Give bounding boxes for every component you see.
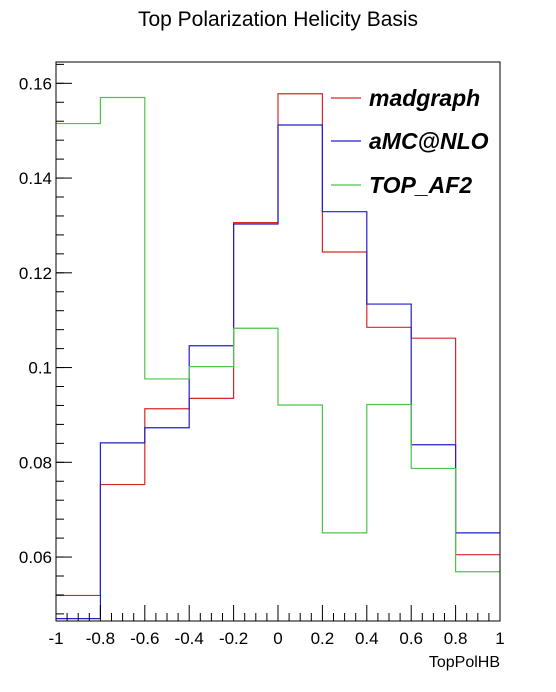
x-tick-label: -0.6 — [130, 629, 159, 648]
x-tick-label: 1 — [495, 629, 504, 648]
x-tick-label: -1 — [48, 629, 63, 648]
legend-label: aMC@NLO — [369, 128, 489, 154]
x-tick-label: 0.6 — [399, 629, 423, 648]
series-line-top-af2 — [56, 96, 500, 573]
y-tick-label: 0.08 — [19, 453, 52, 472]
series-layer — [56, 93, 500, 620]
axis-layer: -1 -0.8 -0.6 -0.4 -0.2 0 0.2 0.4 0.6 0.8 1 0.06 0.08… — [19, 63, 505, 648]
x-tick-label: -0.8 — [86, 629, 115, 648]
legend-label: madgraph — [369, 85, 480, 111]
x-tick-label: 0 — [273, 629, 282, 648]
y-tick-label: 0.1 — [28, 359, 52, 378]
x-tick-label: 0.4 — [355, 629, 379, 648]
x-axis-title: TopPolHB — [429, 654, 500, 671]
legend-label: TOP_AF2 — [369, 172, 472, 198]
y-tick-label: 0.12 — [19, 264, 52, 283]
y-tick-label: 0.16 — [19, 74, 52, 93]
x-tick-label: 0.8 — [444, 629, 468, 648]
y-tick-label: 0.06 — [19, 548, 52, 567]
legend: madgraph aMC@NLO TOP_AF2 — [331, 85, 489, 198]
y-tick-label: 0.14 — [19, 169, 52, 188]
chart-title: Top Polarization Helicity Basis — [137, 8, 419, 31]
x-tick-label: 0.2 — [311, 629, 335, 648]
x-tick-label: -0.2 — [219, 629, 248, 648]
x-tick-label: -0.4 — [175, 629, 204, 648]
